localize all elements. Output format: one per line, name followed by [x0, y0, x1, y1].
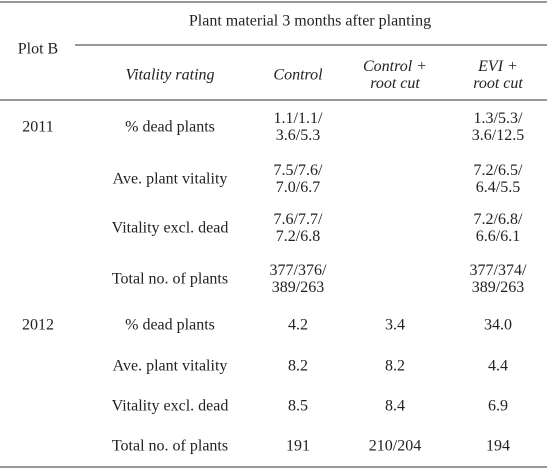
column-header: root cut — [370, 75, 420, 92]
span-header: Plant material 3 months after planting — [189, 13, 431, 30]
year: 2011 — [22, 119, 53, 136]
column-header: Control — [273, 67, 323, 84]
column-header: root cut — [473, 75, 523, 92]
cell: 377/374/ — [470, 262, 527, 279]
cell: 389/263 — [472, 279, 524, 296]
column-header: EVI + — [477, 58, 518, 75]
cell: 7.2/6.8/ — [474, 211, 523, 228]
cell: 3.6/5.3 — [276, 127, 320, 144]
cell: 4.2 — [288, 317, 308, 334]
cell: 8.2 — [288, 358, 308, 375]
cell: 7.2/6.8 — [276, 228, 320, 245]
row-label: % dead plants — [125, 317, 215, 334]
cell: 4.4 — [488, 358, 508, 375]
column-header: Control + — [363, 58, 427, 75]
row-label: Vitality excl. dead — [112, 398, 229, 415]
cell: 7.6/7.7/ — [274, 211, 323, 228]
cell: 3.4 — [385, 317, 405, 334]
cell: 6.4/5.5 — [476, 179, 520, 196]
cell: 34.0 — [484, 317, 512, 334]
cell: 7.0/6.7 — [276, 179, 320, 196]
cell: 8.4 — [385, 398, 405, 415]
cell: 210/204 — [369, 438, 421, 455]
cell: 389/263 — [272, 279, 324, 296]
cell: 7.2/6.5/ — [474, 162, 523, 179]
row-label: Vitality excl. dead — [112, 220, 229, 237]
row-label: Total no. of plants — [112, 271, 228, 288]
cell: 8.2 — [385, 358, 405, 375]
cell: 194 — [486, 438, 510, 455]
cell: 377/376/ — [270, 262, 327, 279]
cell: 6.6/6.1 — [476, 228, 520, 245]
column-header: Vitality rating — [125, 67, 214, 84]
cell: 8.5 — [288, 398, 308, 415]
year: 2012 — [22, 317, 54, 334]
cell: 3.6/12.5 — [472, 127, 524, 144]
cell: 1.1/1.1/ — [274, 110, 323, 127]
row-label: % dead plants — [125, 119, 215, 136]
cell: 191 — [286, 438, 310, 455]
row-label: Ave. plant vitality — [113, 171, 228, 188]
row-label: Total no. of plants — [112, 438, 228, 455]
corner-header: Plot B — [18, 41, 58, 58]
cell: 1.3/5.3/ — [474, 110, 523, 127]
cell: 6.9 — [488, 398, 508, 415]
row-label: Ave. plant vitality — [113, 358, 228, 375]
cell: 7.5/7.6/ — [274, 162, 323, 179]
